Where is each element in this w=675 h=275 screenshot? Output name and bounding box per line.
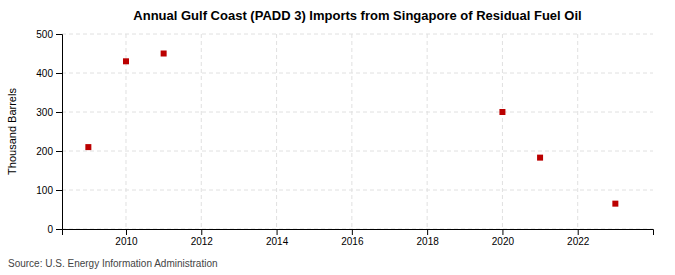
y-axis-tick-mark xyxy=(56,229,62,230)
y-axis-tick-label: 400 xyxy=(36,68,53,79)
grid-line-y xyxy=(62,112,653,113)
title: Annual Gulf Coast (PADD 3) Imports from … xyxy=(133,8,581,23)
x-axis-tick-label: 2014 xyxy=(266,236,289,247)
point xyxy=(537,155,543,161)
grid xyxy=(62,34,653,229)
y-axis-tick-mark xyxy=(56,73,62,74)
x-axis-tick: 2018 xyxy=(417,229,440,247)
chart: 2010 2012 2014 2016 2018 2020 2022 0 100 200 300 40… xyxy=(0,0,675,275)
grid-line-y xyxy=(62,73,653,74)
y-axis-tick-mark xyxy=(56,34,62,35)
grid-line-x xyxy=(351,34,352,229)
x-axis-tick: 2020 xyxy=(492,229,515,247)
x-axis-tick: 2016 xyxy=(341,229,364,247)
x-axis-tick-label: 2018 xyxy=(417,236,440,247)
grid-line-y xyxy=(62,151,653,152)
x-axis-domain xyxy=(63,230,654,236)
y-axis-tick: 200 xyxy=(36,146,62,157)
y-axis-tick-mark xyxy=(56,151,62,152)
y-axis-tick-label: 0 xyxy=(47,224,53,235)
grid-line-x xyxy=(502,34,503,229)
x-axis-tick-mark xyxy=(352,229,353,235)
x-axis-tick-label: 2010 xyxy=(115,236,138,247)
x-axis-tick-mark xyxy=(201,229,202,235)
y-axis-tick: 400 xyxy=(36,68,62,79)
x-axis-tick: 2012 xyxy=(191,229,214,247)
grid-line-x xyxy=(201,34,202,229)
x-axis-tick-label: 2020 xyxy=(492,236,515,247)
point xyxy=(123,58,129,64)
y-axis-tick-mark xyxy=(56,112,62,113)
point xyxy=(612,201,618,207)
x-axis-tick-label: 2012 xyxy=(191,236,214,247)
grid-line-y xyxy=(62,34,653,35)
y-axis-domain xyxy=(56,35,63,230)
y-axis-tick: 0 xyxy=(47,224,62,235)
plot-area: 2010 2012 2014 2016 2018 2020 2022 0 100 200 300 40… xyxy=(36,29,653,247)
x-axis-tick-label: 2016 xyxy=(341,236,364,247)
x-axis-tick: 2022 xyxy=(567,229,590,247)
point xyxy=(499,109,505,115)
source: Source: U.S. Energy Information Administ… xyxy=(8,258,218,269)
y-axis-tick: 100 xyxy=(36,185,62,196)
points xyxy=(85,51,618,207)
point xyxy=(161,51,167,57)
x-axis-tick-mark xyxy=(277,229,278,235)
x-axis: 2010 2012 2014 2016 2018 2020 2022 xyxy=(63,229,654,247)
grid-line-y xyxy=(62,190,653,191)
x-axis-tick-label: 2022 xyxy=(567,236,590,247)
y-axis-tick-mark xyxy=(56,190,62,191)
y-axis: 0 100 200 300 400 500 xyxy=(36,29,62,235)
x-axis-tick-mark xyxy=(427,229,428,235)
x-axis-tick-mark xyxy=(126,229,127,235)
y-axis-tick: 500 xyxy=(36,29,62,40)
point xyxy=(85,144,91,150)
y-axis-tick-label: 500 xyxy=(36,29,53,40)
x-axis-tick-mark xyxy=(502,229,503,235)
grid-line-x xyxy=(577,34,578,229)
x-axis-tick: 2014 xyxy=(266,229,289,247)
y-axis-tick-label: 300 xyxy=(36,107,53,118)
y-axis-tick-label: 100 xyxy=(36,185,53,196)
x-axis-tick: 2010 xyxy=(115,229,138,247)
y-axis-label: Thousand Barrels xyxy=(6,88,18,175)
y-axis-tick-label: 200 xyxy=(36,146,53,157)
grid-line-x xyxy=(427,34,428,229)
y-axis-tick: 300 xyxy=(36,107,62,118)
x-axis-tick-mark xyxy=(578,229,579,235)
grid-line-x xyxy=(276,34,277,229)
